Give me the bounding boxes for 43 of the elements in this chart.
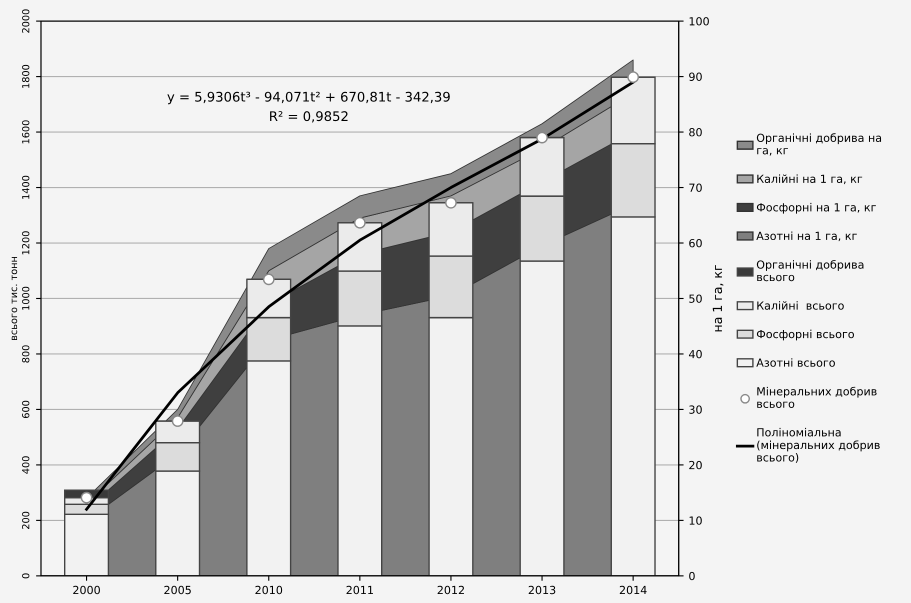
- legend-label: Азотні всього: [756, 358, 835, 367]
- x-tick-label: 2010: [255, 586, 282, 594]
- y-tick-label: 1600: [22, 120, 30, 144]
- legend-label: Мінеральних добрив всього: [757, 386, 877, 408]
- legend-label: Поліноміальна (мінеральних добрив всього): [757, 428, 880, 463]
- x-tick-label: 2014: [620, 586, 647, 594]
- y-tick-label: 1800: [22, 64, 30, 88]
- x-tick-label: 2013: [528, 586, 556, 594]
- y2-tick-label: 30: [689, 405, 702, 414]
- y2-tick-label: 0: [689, 572, 695, 580]
- x-tick-label: 2011: [346, 586, 373, 594]
- y2-tick-label: 50: [689, 294, 702, 303]
- y2-tick-label: 10: [690, 516, 702, 525]
- legend-label: Фосфорні на 1 га, кг: [756, 202, 876, 214]
- annotation: R² = 0,9852: [270, 111, 348, 122]
- legend-label: Органічні добрива на га, кг: [756, 133, 882, 156]
- y-tick-label: 400: [22, 456, 30, 474]
- y-tick-label: 600: [22, 400, 30, 418]
- y2-tick-label: 70: [689, 184, 702, 192]
- y2-axis-title: на 1 га, кг: [712, 265, 724, 332]
- annotation: y = 5,9306t³ - 94,071t² + 670,81t - 342,39: [167, 92, 450, 104]
- y-tick-label: 2000: [22, 9, 30, 33]
- x-tick-label: 2005: [164, 586, 191, 594]
- y-axis-title: всього тис. тонн: [12, 257, 18, 340]
- legend-label: Азотні на 1 га, кг: [756, 231, 857, 242]
- y2-tick-label: 100: [690, 17, 709, 26]
- y2-tick-label: 80: [689, 128, 702, 136]
- legend-label: Калійні на 1 га, кг: [757, 174, 862, 184]
- x-tick-label: 2012: [438, 586, 464, 594]
- legend-label: Фосфорні всього: [756, 330, 854, 340]
- y-tick-label: 200: [22, 512, 30, 529]
- y-tick-label: 1200: [22, 231, 30, 254]
- y-tick-label: 800: [22, 345, 30, 363]
- y2-tick-label: 20: [689, 460, 702, 470]
- y2-tick-label: 90: [689, 72, 702, 81]
- y-tick-label: 1400: [22, 176, 30, 199]
- y-tick-label: 1000: [22, 286, 30, 310]
- legend-label: Калійні всього: [757, 301, 844, 310]
- x-tick-label: 2000: [73, 586, 100, 594]
- y-tick-label: 0: [22, 573, 30, 578]
- y2-tick-label: 40: [688, 350, 702, 358]
- y2-tick-label: 60: [689, 238, 702, 248]
- legend-label: Органічні добрива всього: [756, 260, 864, 282]
